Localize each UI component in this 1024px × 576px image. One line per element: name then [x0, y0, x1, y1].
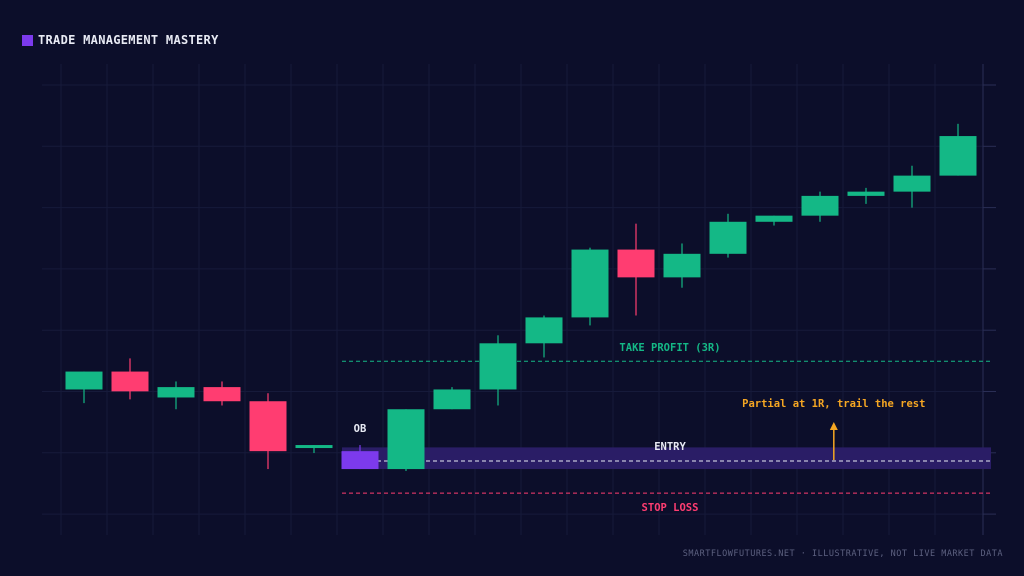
candle-body [157, 387, 195, 398]
candle-body [709, 221, 747, 254]
candle-body [663, 253, 701, 278]
footer-credit: SMARTFLOWFUTURES.NET · ILLUSTRATIVE, NOT… [682, 549, 1003, 559]
order-block-label: OB [354, 423, 367, 435]
partial-annotation-label: Partial at 1R, trail the rest [742, 398, 925, 410]
arrow-up-icon [829, 422, 838, 430]
candle-body [65, 371, 103, 390]
candle-body [111, 371, 149, 392]
chart-title: TRADE MANAGEMENT MASTERY [38, 33, 219, 47]
candle-body [525, 317, 563, 344]
candle-body [617, 249, 655, 278]
take-profit-label: TAKE PROFIT (3R) [619, 342, 720, 354]
candle-body [893, 175, 931, 192]
brand-square-icon [22, 34, 33, 46]
candle-body [755, 215, 793, 222]
entry-label: ENTRY [654, 441, 686, 453]
candle-body [387, 409, 425, 470]
candle-body [203, 387, 241, 402]
chart-header: TRADE MANAGEMENT MASTERY [22, 33, 219, 47]
stop-loss-label: STOP LOSS [642, 502, 699, 514]
candle-body [249, 401, 287, 452]
candle-body [939, 136, 977, 176]
candle-body [433, 389, 471, 410]
candle-body [295, 445, 333, 449]
candle-body [847, 191, 885, 196]
candle-body [571, 249, 609, 318]
entry-zone-band [342, 447, 991, 470]
candle-body [479, 343, 517, 390]
candle-body [801, 195, 839, 216]
candle-body [341, 451, 379, 470]
